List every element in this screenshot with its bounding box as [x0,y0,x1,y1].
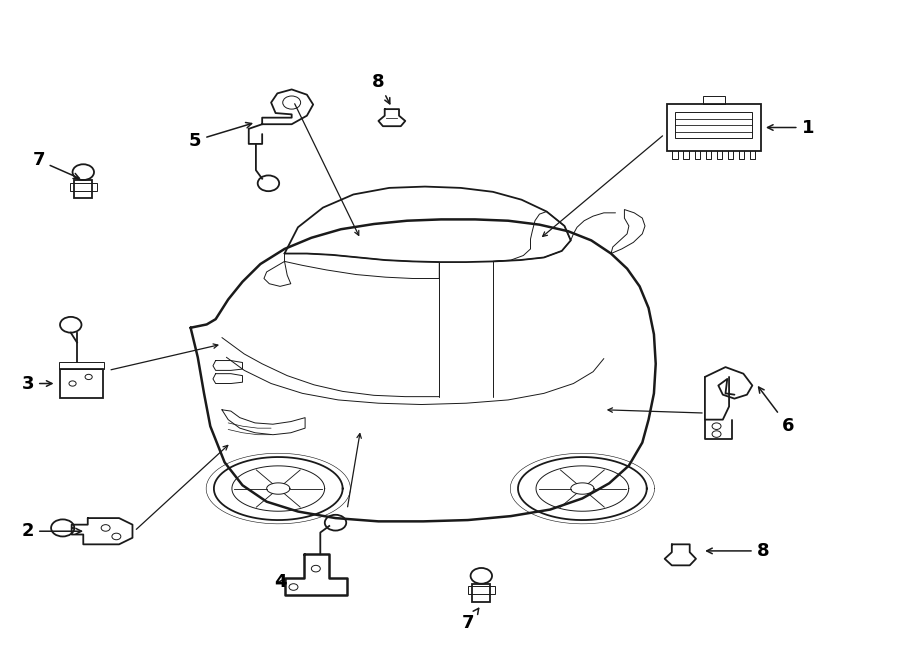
Text: 8: 8 [706,542,770,560]
Bar [675,112,752,138]
Text: 7: 7 [32,152,79,179]
Text: 3: 3 [22,375,52,393]
Text: 7: 7 [462,608,479,632]
Bar [468,587,495,594]
Text: 8: 8 [372,73,390,104]
Bar [75,180,92,199]
Bar [472,584,490,602]
Text: 4: 4 [274,573,286,591]
Bar [60,369,103,399]
Bar [70,183,96,191]
Bar [703,96,724,104]
Text: 6: 6 [759,387,795,435]
Text: 1: 1 [768,118,814,136]
Text: 2: 2 [22,522,82,540]
Bar [59,362,104,369]
Text: 5: 5 [189,122,252,150]
